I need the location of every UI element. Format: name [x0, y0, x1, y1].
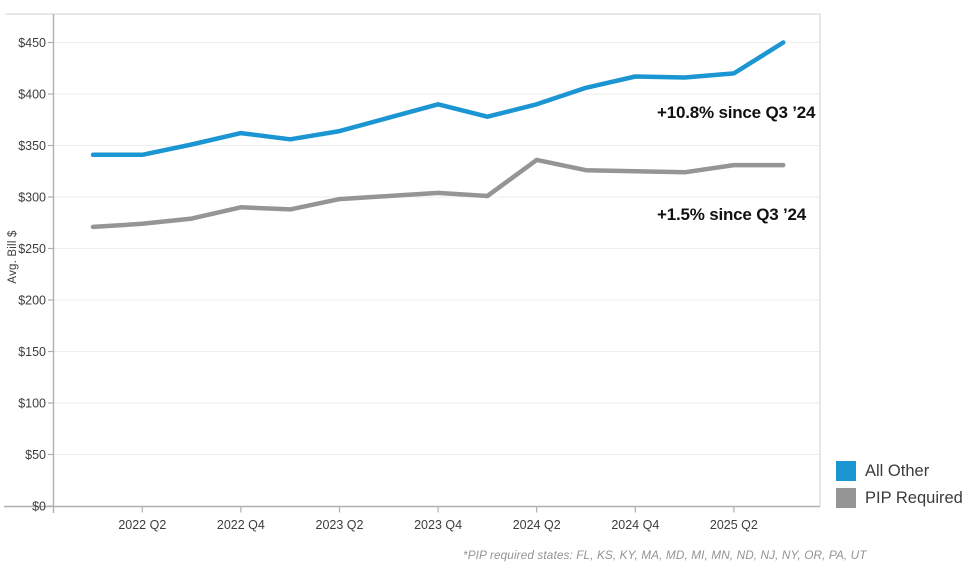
y-tick-label: $250 [18, 242, 46, 256]
x-tick-label: 2025 Q2 [710, 518, 758, 532]
y-tick-label: $350 [18, 139, 46, 153]
annotation-pip-required: +1.5% since Q3 ’24 [657, 205, 807, 224]
y-tick-label: $50 [25, 448, 46, 462]
legend-label-all-other: All Other [865, 461, 930, 480]
pip-required-swatch [836, 488, 856, 508]
legend-item-pip-required: PIP Required [836, 488, 963, 508]
legend-item-all-other: All Other [836, 461, 963, 481]
y-axis-title: Avg. Bill $ [7, 230, 19, 284]
x-tick-label: 2022 Q2 [118, 518, 166, 532]
legend-label-pip-required: PIP Required [865, 488, 963, 507]
annotation-all-other: +10.8% since Q3 ’24 [657, 103, 816, 122]
x-tick-label: 2023 Q4 [414, 518, 462, 532]
series-line-all-other [90, 40, 786, 158]
y-tick-label: $100 [18, 397, 46, 411]
y-tick-label: $450 [18, 36, 46, 50]
footnote: *PIP required states: FL, KS, KY, MA, MD… [463, 548, 867, 562]
x-tick-label: 2024 Q4 [611, 518, 659, 532]
legend: All Other PIP Required [836, 461, 963, 515]
x-tick-label: 2023 Q2 [316, 518, 364, 532]
y-tick-label: $0 [32, 500, 46, 514]
series-line-pip-required [90, 157, 786, 230]
y-tick-label: $150 [18, 345, 46, 359]
y-tick-label: $400 [18, 88, 46, 102]
y-tick-label: $200 [18, 294, 46, 308]
x-tick-label: 2022 Q4 [217, 518, 265, 532]
x-tick-label: 2024 Q2 [513, 518, 561, 532]
y-tick-label: $300 [18, 191, 46, 205]
all-other-swatch [836, 461, 856, 481]
